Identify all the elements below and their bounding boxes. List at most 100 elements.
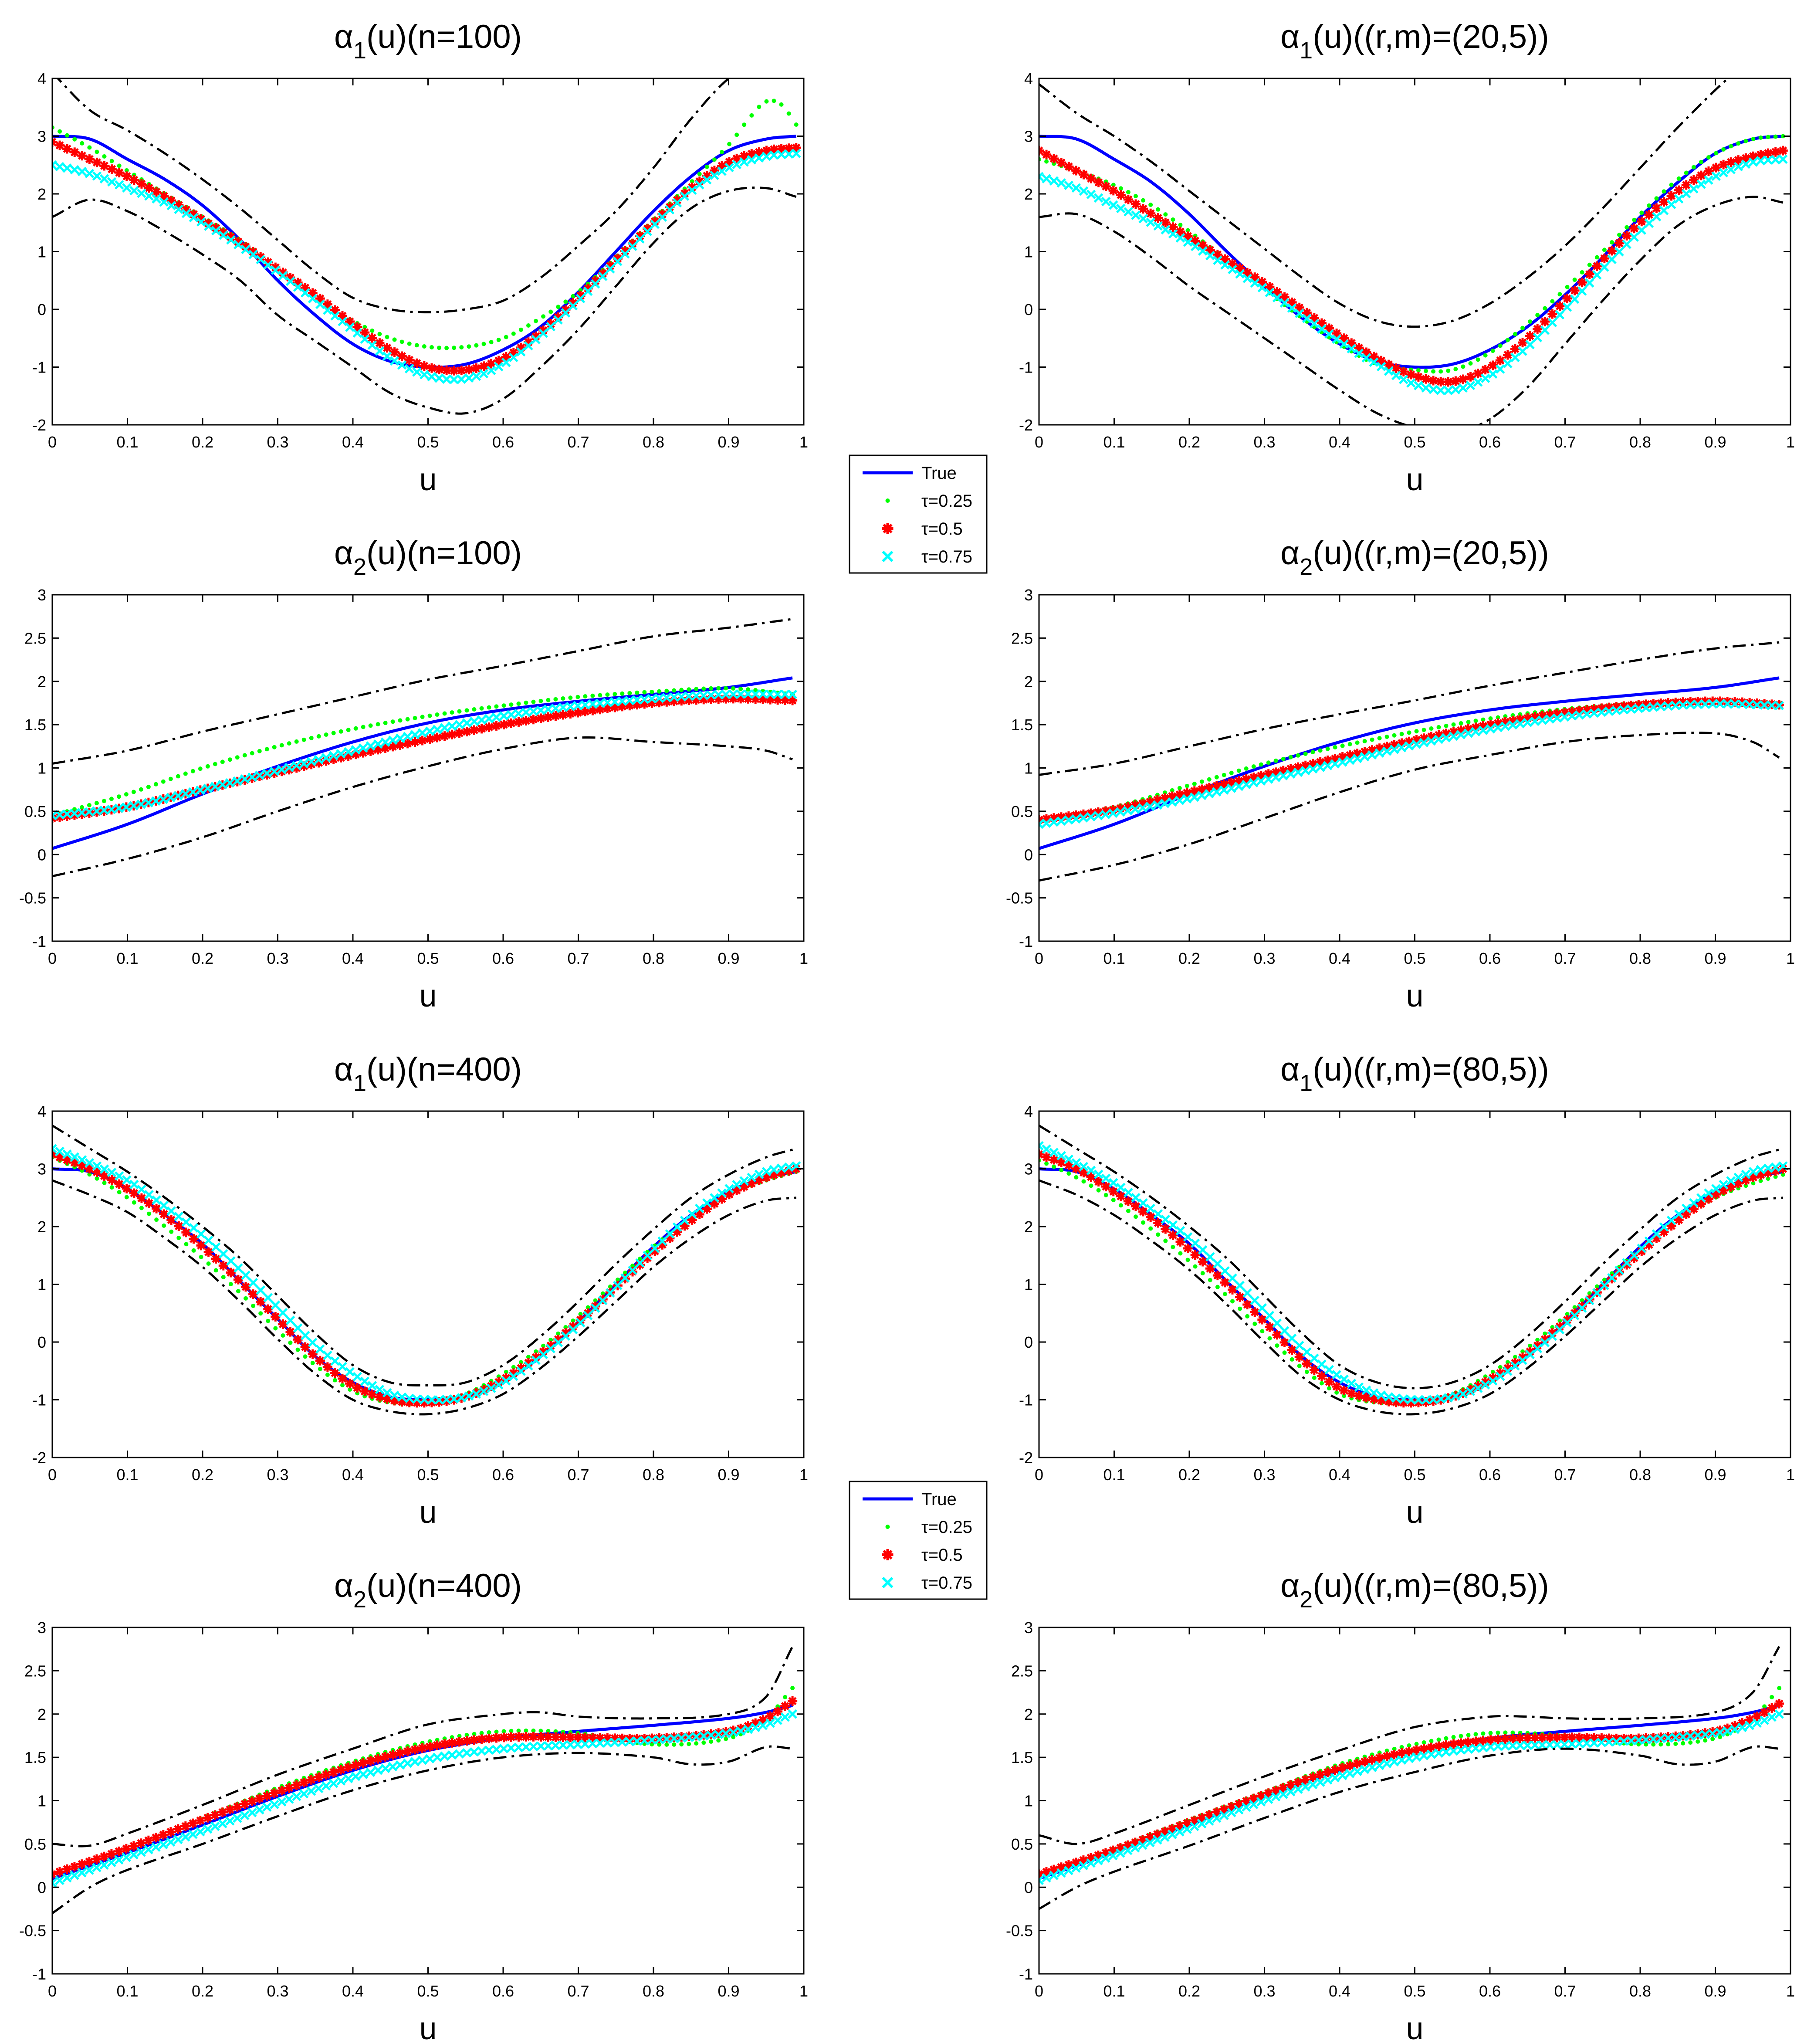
data-point — [346, 728, 351, 732]
x-tick-label: 1 — [799, 949, 808, 967]
data-point — [1422, 728, 1426, 732]
data-point — [1354, 343, 1364, 353]
data-point — [694, 176, 704, 186]
data-point — [1100, 1848, 1110, 1858]
data-point — [195, 1816, 205, 1826]
data-point — [1451, 722, 1456, 727]
data-point — [343, 1774, 353, 1783]
data-point — [516, 1366, 526, 1376]
data-point — [159, 191, 169, 201]
data-point — [595, 705, 605, 715]
data-point — [776, 1168, 786, 1178]
data-point — [494, 356, 504, 366]
data-point — [1111, 1198, 1116, 1203]
data-point — [92, 806, 102, 816]
data-point — [635, 234, 645, 244]
data-point — [1406, 1395, 1416, 1404]
data-point — [1453, 367, 1458, 372]
data-point — [1535, 313, 1540, 318]
data-point — [1185, 783, 1189, 788]
data-point — [1652, 1229, 1662, 1239]
data-point — [323, 1350, 332, 1360]
y-tick-label: 1 — [1024, 759, 1033, 777]
data-point — [1741, 1169, 1751, 1179]
data-point — [54, 1867, 64, 1877]
data-point — [509, 1729, 514, 1733]
data-point — [70, 1152, 79, 1162]
data-point — [1441, 1740, 1451, 1750]
data-point — [1116, 1191, 1126, 1201]
data-point — [300, 1331, 310, 1340]
data-point — [1300, 1782, 1310, 1792]
data-point — [672, 1742, 677, 1747]
data-point — [343, 1763, 353, 1773]
data-point — [769, 144, 779, 154]
y-tick-label: 3 — [37, 586, 46, 604]
data-point — [291, 761, 301, 770]
data-point — [1562, 293, 1572, 303]
data-point — [1244, 766, 1249, 771]
data-point — [762, 1173, 772, 1183]
data-point — [122, 183, 132, 193]
data-point — [425, 1754, 435, 1764]
data-point — [1290, 1357, 1294, 1362]
legend-frame — [849, 454, 988, 574]
data-point — [1622, 1260, 1632, 1270]
data-point — [303, 1354, 308, 1359]
data-point — [1056, 1151, 1066, 1161]
x-tick-label: 0.3 — [267, 433, 288, 451]
data-point — [1488, 1731, 1493, 1736]
data-point — [1428, 384, 1438, 394]
data-point — [1498, 343, 1503, 348]
data-point — [1560, 1732, 1570, 1742]
data-point — [1242, 1299, 1252, 1309]
x-tick-label: 0.5 — [1404, 1982, 1425, 2000]
data-point — [1574, 706, 1584, 716]
data-point — [136, 179, 146, 189]
data-point — [70, 808, 79, 818]
data-point — [1463, 1744, 1473, 1754]
data-point — [558, 702, 568, 712]
data-point — [1116, 1183, 1126, 1193]
data-point — [1726, 1182, 1736, 1192]
data-point — [152, 187, 162, 197]
data-point — [1052, 1164, 1056, 1169]
data-point — [1567, 707, 1577, 717]
data-point — [477, 715, 487, 725]
data-point — [1049, 1148, 1059, 1157]
y-tick-label: 3 — [37, 1160, 46, 1178]
data-point — [432, 1752, 442, 1763]
data-point — [610, 702, 620, 712]
data-point — [662, 693, 672, 703]
data-point — [1760, 1707, 1770, 1717]
data-point — [1617, 232, 1622, 237]
data-point — [454, 1749, 464, 1759]
data-point — [1374, 743, 1384, 753]
data-point — [330, 311, 340, 321]
data-point — [1718, 1735, 1723, 1739]
data-point — [1565, 285, 1570, 289]
data-point — [351, 745, 361, 755]
data-point — [484, 1733, 494, 1743]
data-point — [1428, 376, 1438, 386]
data-point — [376, 722, 380, 727]
data-point — [1123, 194, 1133, 204]
data-point — [580, 700, 590, 710]
data-point — [1508, 715, 1518, 725]
data-point — [457, 366, 467, 376]
data-point — [1587, 1291, 1592, 1296]
data-point — [218, 1819, 227, 1829]
data-point — [1703, 166, 1713, 176]
y-tick-label: -0.5 — [19, 1922, 46, 1940]
data-point — [1039, 172, 1044, 182]
data-point — [794, 122, 799, 127]
data-point — [427, 713, 432, 718]
data-point — [543, 1732, 553, 1742]
data-point — [657, 689, 662, 694]
data-point — [1767, 1712, 1777, 1722]
data-point — [285, 1315, 295, 1325]
data-point — [1161, 217, 1171, 227]
data-point — [780, 1712, 790, 1722]
data-point — [308, 1349, 318, 1359]
data-point — [1086, 812, 1096, 822]
